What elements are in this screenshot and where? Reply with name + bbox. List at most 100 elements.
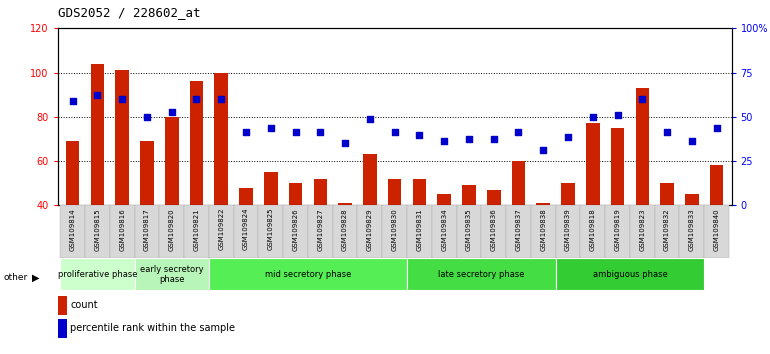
Bar [654, 205, 679, 258]
Text: GDS2052 / 228602_at: GDS2052 / 228602_at [58, 6, 200, 19]
Bar [91, 64, 104, 294]
Text: GSM109833: GSM109833 [689, 208, 695, 251]
Point [290, 130, 302, 135]
Text: GSM109825: GSM109825 [268, 208, 274, 251]
Bar [635, 88, 649, 294]
Bar [382, 205, 407, 258]
Bar [679, 205, 705, 258]
Point [265, 125, 277, 131]
Bar [432, 205, 457, 258]
Bar [110, 205, 135, 258]
Bar [705, 205, 729, 258]
Bar [209, 258, 407, 290]
Bar [581, 205, 605, 258]
Point [190, 96, 203, 102]
Bar [60, 205, 85, 258]
Text: GSM109821: GSM109821 [193, 208, 199, 251]
Bar [308, 205, 333, 258]
Bar [413, 179, 427, 294]
Bar [685, 194, 698, 294]
Point [314, 130, 326, 135]
Point [363, 116, 376, 122]
Point [166, 110, 178, 115]
Bar [481, 205, 506, 258]
Point [239, 130, 252, 135]
Text: GSM109815: GSM109815 [95, 208, 100, 251]
Point [215, 96, 227, 102]
Text: mid secretory phase: mid secretory phase [265, 270, 351, 279]
Bar [259, 205, 283, 258]
Bar [487, 190, 500, 294]
Point [636, 96, 648, 102]
Text: GSM109823: GSM109823 [639, 208, 645, 251]
Text: GSM109827: GSM109827 [317, 208, 323, 251]
Bar [437, 194, 451, 294]
Text: GSM109835: GSM109835 [466, 208, 472, 251]
Bar [333, 205, 357, 258]
Bar [209, 205, 233, 258]
Bar [630, 205, 654, 258]
Text: GSM109829: GSM109829 [367, 208, 373, 251]
Point [438, 138, 450, 144]
Bar [338, 203, 352, 294]
Text: GSM109820: GSM109820 [169, 208, 175, 251]
Text: GSM109830: GSM109830 [392, 208, 397, 251]
Point [661, 130, 673, 135]
Bar [710, 166, 724, 294]
Point [413, 132, 426, 137]
Bar [407, 205, 432, 258]
Bar [363, 154, 377, 294]
Bar [264, 172, 278, 294]
Text: GSM109824: GSM109824 [243, 208, 249, 251]
Bar [140, 141, 154, 294]
Bar [313, 179, 327, 294]
Text: GSM109818: GSM109818 [590, 208, 596, 251]
Point [487, 136, 500, 142]
Text: GSM109819: GSM109819 [614, 208, 621, 251]
Bar [506, 205, 531, 258]
Point [537, 147, 550, 153]
Point [116, 96, 129, 102]
Text: GSM109834: GSM109834 [441, 208, 447, 251]
Bar [85, 205, 110, 258]
Text: GSM109826: GSM109826 [293, 208, 299, 251]
Point [711, 125, 723, 131]
Text: ambiguous phase: ambiguous phase [593, 270, 668, 279]
Bar [407, 258, 556, 290]
Text: GSM109840: GSM109840 [714, 208, 720, 251]
Bar [388, 179, 401, 294]
Bar [239, 188, 253, 294]
Bar [184, 205, 209, 258]
Text: count: count [70, 300, 98, 310]
Bar [457, 205, 481, 258]
Bar [357, 205, 382, 258]
Text: GSM109836: GSM109836 [490, 208, 497, 251]
Bar [537, 203, 550, 294]
Text: early secretory
phase: early secretory phase [140, 265, 203, 284]
Point [512, 130, 524, 135]
Bar [556, 258, 705, 290]
Bar [165, 117, 179, 294]
Bar [233, 205, 259, 258]
Bar [661, 183, 674, 294]
Bar [289, 183, 303, 294]
Bar [60, 258, 135, 290]
Bar [611, 128, 624, 294]
Text: GSM109817: GSM109817 [144, 208, 150, 251]
Bar [531, 205, 556, 258]
Bar [135, 205, 159, 258]
Bar [159, 205, 184, 258]
Bar [586, 124, 600, 294]
Text: GSM109837: GSM109837 [515, 208, 521, 251]
Point [611, 112, 624, 118]
Bar [561, 183, 575, 294]
Point [91, 92, 103, 98]
Bar [462, 185, 476, 294]
Bar [116, 70, 129, 294]
Bar [189, 81, 203, 294]
Bar [283, 205, 308, 258]
Text: percentile rank within the sample: percentile rank within the sample [70, 323, 235, 333]
Text: GSM109816: GSM109816 [119, 208, 126, 251]
Text: proliferative phase: proliferative phase [58, 270, 137, 279]
Text: GSM109832: GSM109832 [664, 208, 670, 251]
